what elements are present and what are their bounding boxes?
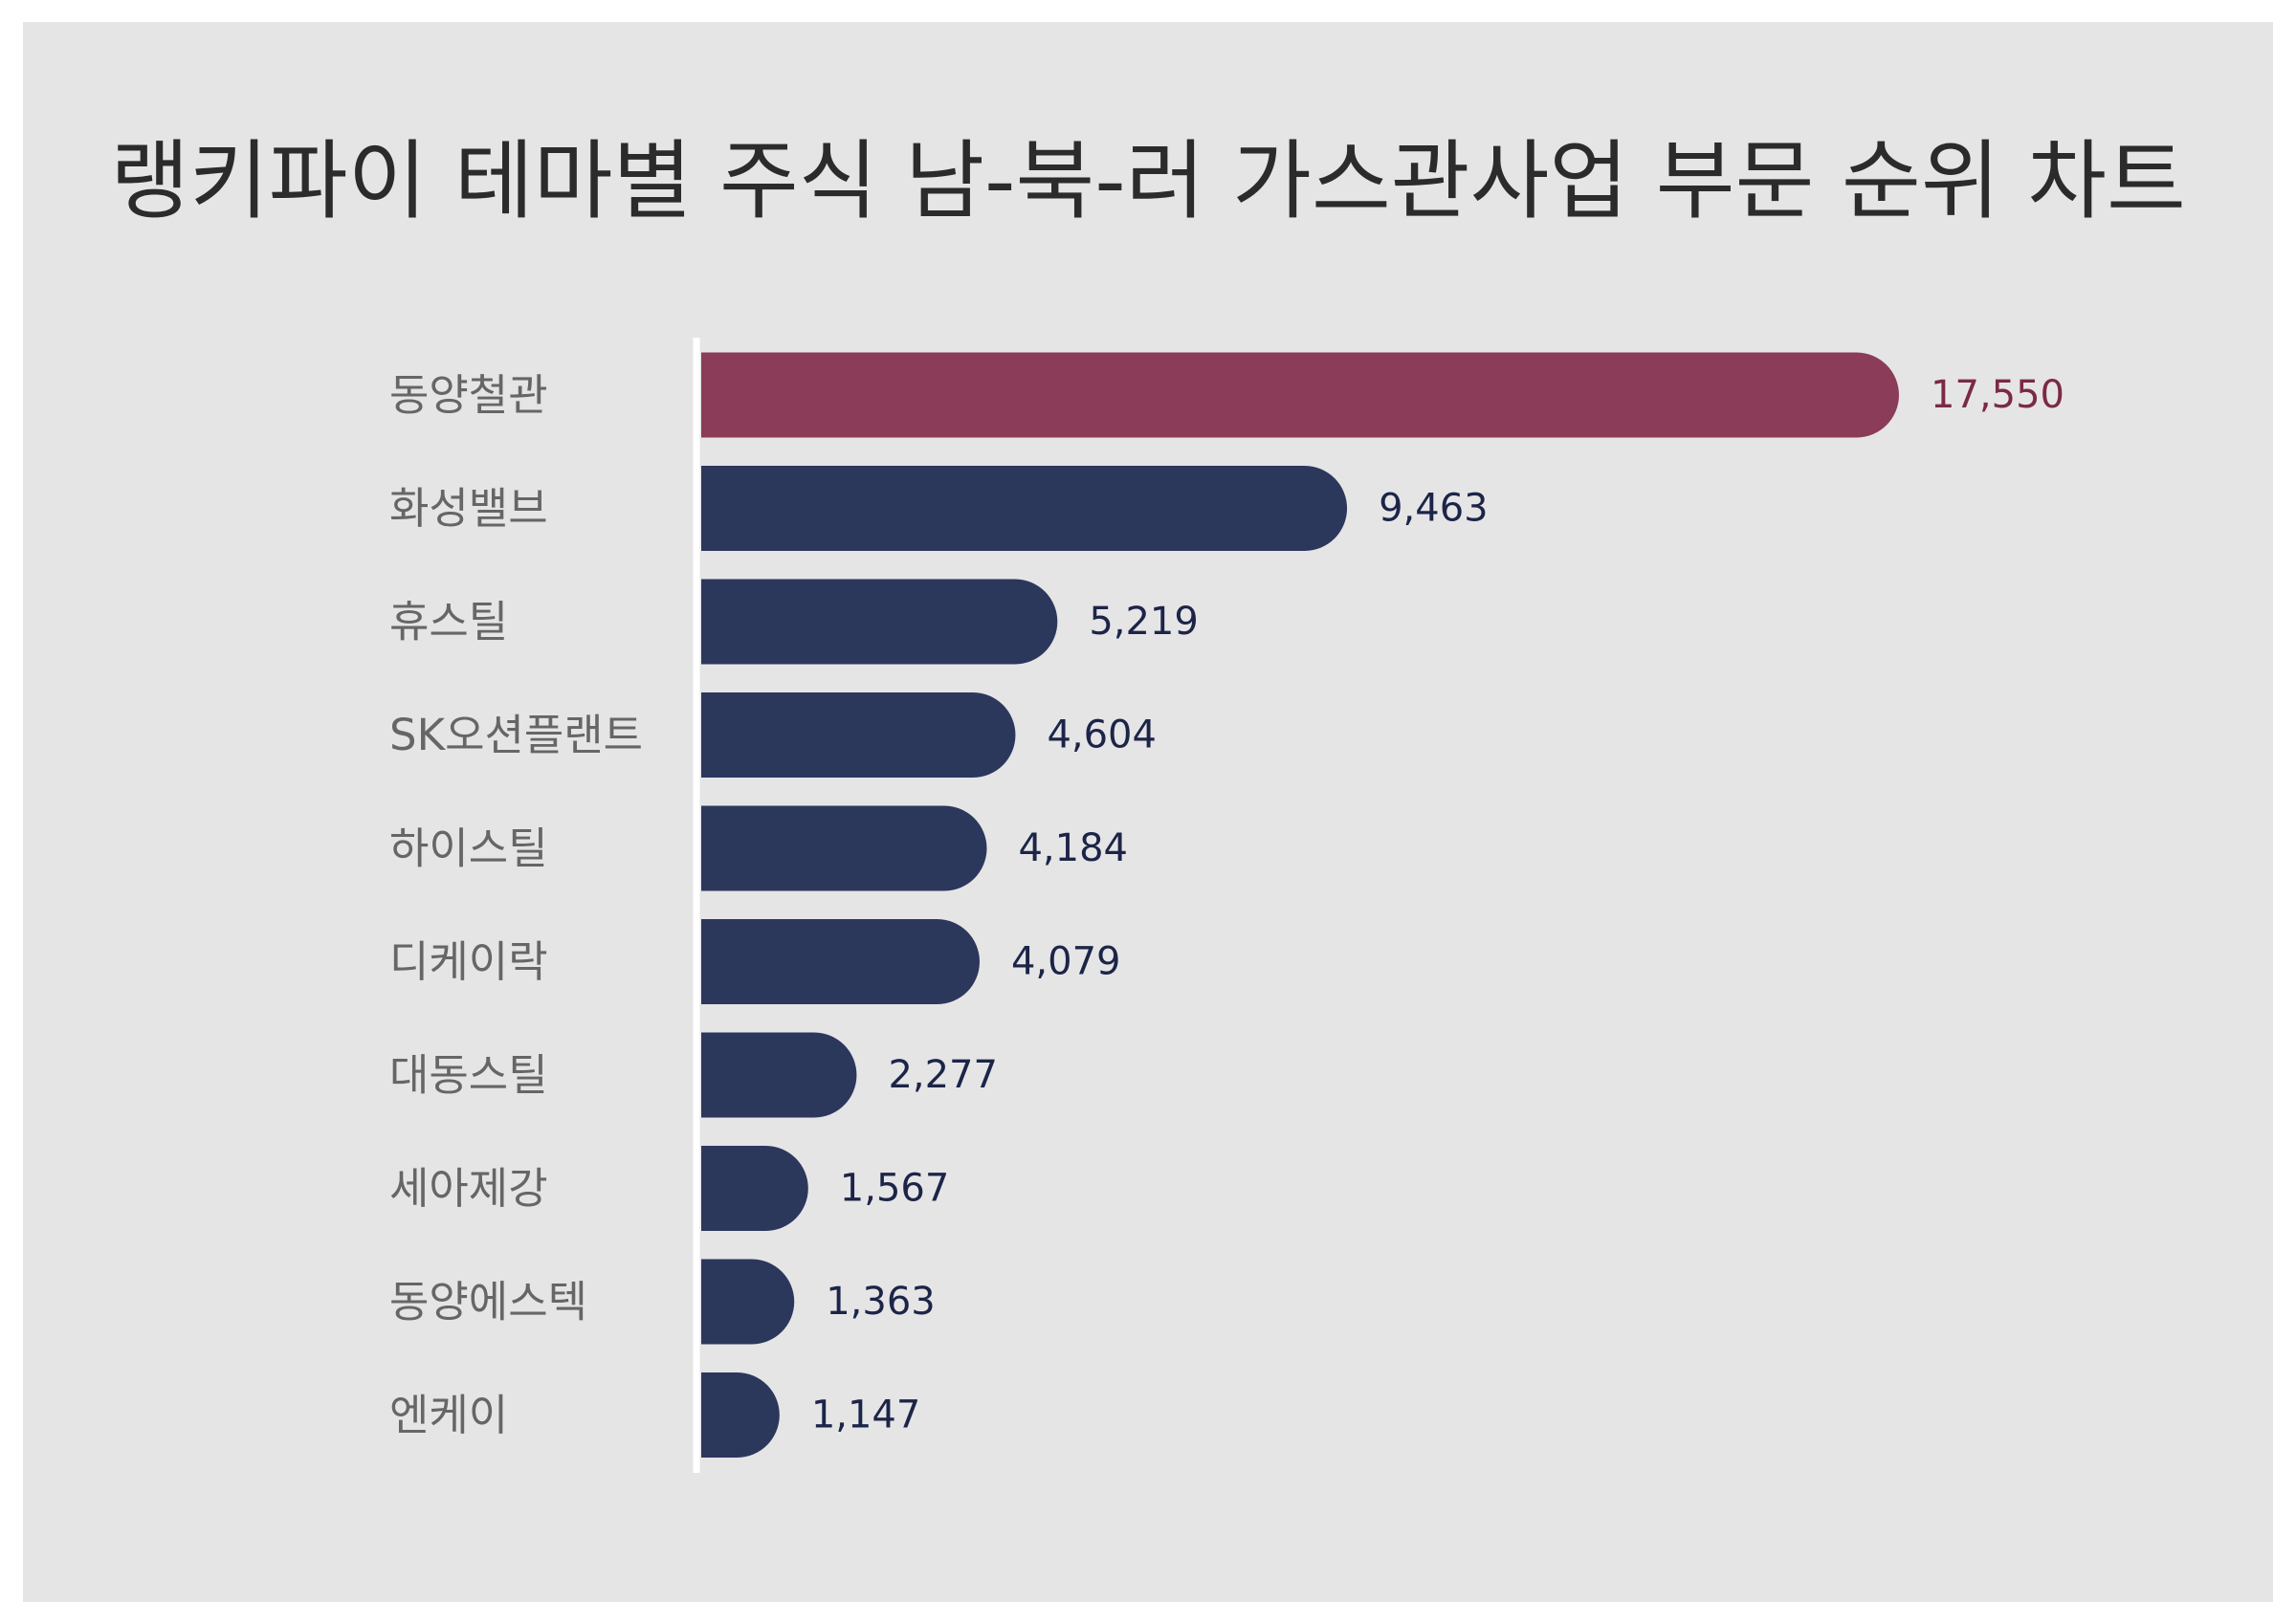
value-label: 4,079 [1011,940,1121,984]
value-label: 5,219 [1089,600,1199,644]
value-label: 1,147 [811,1394,921,1437]
value-label: 2,277 [888,1053,998,1097]
bar [701,352,1899,438]
category-label: SK오션플랜트 [389,710,643,760]
bar [701,919,980,1004]
chart-title: 랭키파이 테마별 주식 남-북-러 가스관사업 부문 순위 차트 [110,131,2186,231]
value-label: 4,604 [1047,713,1157,757]
bar [701,1259,795,1345]
category-label: 엔케이 [389,1390,508,1440]
category-label: 화성밸브 [389,483,548,534]
value-label: 17,550 [1931,373,2064,417]
bar [701,466,1348,551]
value-label: 1,363 [826,1280,936,1324]
bar [701,1146,808,1231]
chart-panel [23,22,2273,1602]
value-label: 9,463 [1379,487,1489,531]
bars-layer: 동양철관 17,550 화성밸브 9,463 휴스틸 5,219 SK오션플랜트 4,604 하… [389,352,2064,1458]
bar [701,1032,857,1118]
category-label: 동양철관 [389,370,548,421]
bar [701,692,1016,778]
category-label: 대동스틸 [389,1050,548,1101]
category-label: 디케이락 [389,936,548,987]
category-label: 하이스틸 [389,823,548,874]
value-label: 1,567 [840,1167,950,1211]
category-label: 세아제강 [389,1163,548,1214]
value-label: 4,184 [1018,826,1128,870]
category-label: 동양에스텍 [389,1277,587,1328]
bar [701,805,987,891]
bar [701,579,1058,665]
category-label: 휴스틸 [389,597,508,647]
bar [701,1372,780,1458]
